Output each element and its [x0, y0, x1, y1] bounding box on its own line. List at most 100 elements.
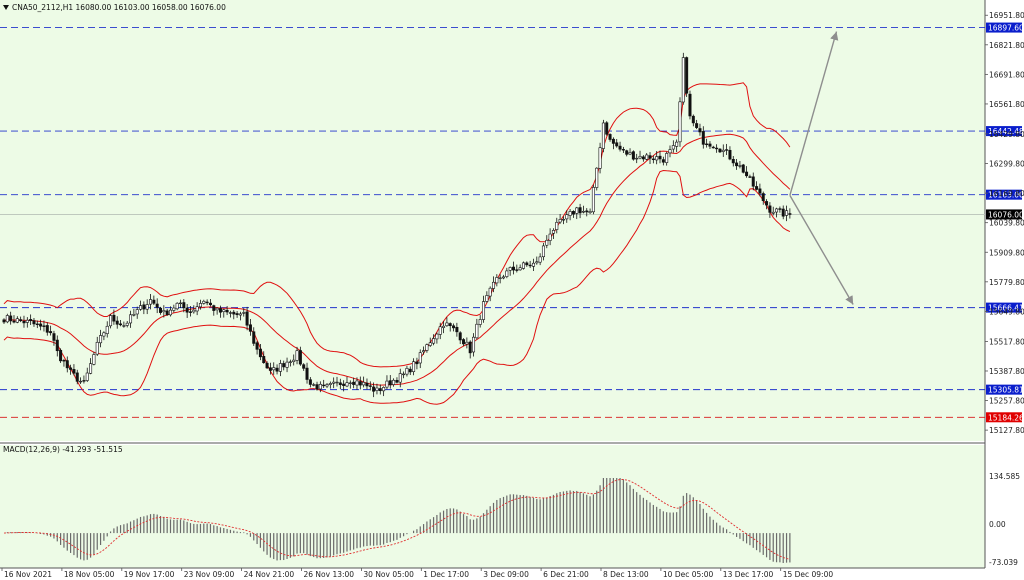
candle: [95, 336, 99, 356]
candle: [545, 235, 549, 249]
candle: [65, 356, 69, 373]
candle: [462, 338, 466, 347]
candle: [22, 315, 26, 328]
candle: [295, 346, 299, 365]
candle: [112, 309, 116, 325]
projection-arrow-0[interactable]: [789, 31, 839, 196]
candle: [212, 304, 216, 316]
candle: [771, 206, 775, 216]
time-tick-label: 26 Nov 13:00: [304, 570, 355, 579]
candle: [781, 205, 785, 220]
price-tick-label: 16561.80: [989, 100, 1024, 109]
candle: [72, 364, 76, 376]
price-tick-label: 15387.80: [989, 367, 1024, 376]
price-tick-label: 15517.80: [989, 337, 1024, 346]
candle: [152, 295, 156, 306]
macd-axis-bottom: -73.039: [989, 558, 1018, 567]
level-price-tag-4: [986, 384, 1022, 395]
candle: [345, 376, 349, 388]
candle: [541, 242, 545, 261]
time-tick-label: 24 Nov 21:00: [244, 570, 295, 579]
candle: [758, 183, 762, 197]
candle: [325, 383, 329, 388]
projection-arrows[interactable]: [789, 31, 854, 305]
candle: [565, 210, 569, 223]
chart-header: CNA50_2112,H1 16080.00 16103.00 16058.00…: [3, 3, 226, 12]
candle: [442, 321, 446, 334]
candle: [601, 119, 605, 153]
candle: [731, 156, 735, 167]
candle: [109, 314, 113, 329]
candle: [328, 381, 332, 389]
candle: [19, 316, 23, 323]
candle: [525, 261, 529, 267]
candle: [551, 228, 555, 239]
time-tick-label: 8 Dec 13:00: [603, 570, 649, 579]
candle: [155, 298, 159, 314]
horizontal-levels[interactable]: 16897.60 16442.48 16163.00 15666.41 15305.81…: [0, 22, 1024, 423]
candle: [192, 305, 196, 314]
candle: [538, 253, 542, 266]
price-tick-label: 15127.80: [989, 426, 1024, 435]
level-price-tag-2: [986, 189, 1022, 200]
candle: [452, 323, 456, 332]
candle: [169, 306, 173, 317]
projection-arrow-1[interactable]: [789, 194, 854, 305]
candle: [685, 56, 689, 97]
current-price-tag: [986, 209, 1022, 220]
candle: [205, 299, 209, 306]
candle: [398, 368, 402, 388]
candle: [382, 386, 386, 397]
candle: [425, 343, 429, 353]
time-tick-label: 16 Nov 2021: [4, 570, 52, 579]
candle: [288, 359, 292, 367]
candle: [571, 210, 575, 218]
candle: [5, 313, 9, 324]
candle: [52, 330, 56, 346]
candle: [322, 379, 326, 388]
bollinger-bands: [3, 82, 791, 405]
candle: [558, 213, 562, 224]
bollinger-upper: [3, 82, 791, 368]
triangle-down-icon[interactable]: [3, 5, 9, 10]
candle: [75, 369, 79, 385]
candle: [102, 331, 106, 341]
price-axis: 16951.80 16821.80 16691.80 16561.80 16429.80…: [985, 11, 1024, 435]
candle: [9, 311, 13, 325]
candle: [448, 322, 452, 332]
macd-plot-background: [0, 445, 985, 568]
candle: [85, 367, 89, 383]
candle: [508, 266, 512, 276]
candle: [728, 146, 732, 161]
candle: [385, 375, 389, 390]
candle: [635, 153, 639, 164]
candle: [372, 382, 376, 398]
candle: [768, 202, 772, 218]
candle: [718, 148, 722, 154]
symbol-title: CNA50_2112,H1 16080.00 16103.00 16058.00…: [12, 3, 226, 12]
candle: [615, 139, 619, 148]
candle: [432, 334, 436, 346]
candle: [455, 322, 459, 337]
macd-label: MACD(12,26,9) -41.293 -51.515: [3, 445, 123, 454]
price-tick-label: 16429.80: [989, 130, 1024, 139]
candle: [165, 308, 169, 316]
candle: [701, 126, 705, 149]
time-tick-label: 19 Nov 17:00: [124, 570, 175, 579]
candle: [315, 381, 319, 391]
candle: [585, 208, 589, 217]
candle: [482, 295, 486, 323]
candle: [535, 256, 539, 265]
candle: [358, 376, 362, 390]
candle: [472, 333, 476, 357]
candle: [292, 354, 296, 366]
candle: [338, 378, 342, 390]
candle: [318, 381, 322, 393]
candle: [45, 322, 49, 336]
candle: [695, 119, 699, 130]
candle: [598, 142, 602, 174]
candle: [395, 377, 399, 384]
candle: [42, 320, 46, 332]
